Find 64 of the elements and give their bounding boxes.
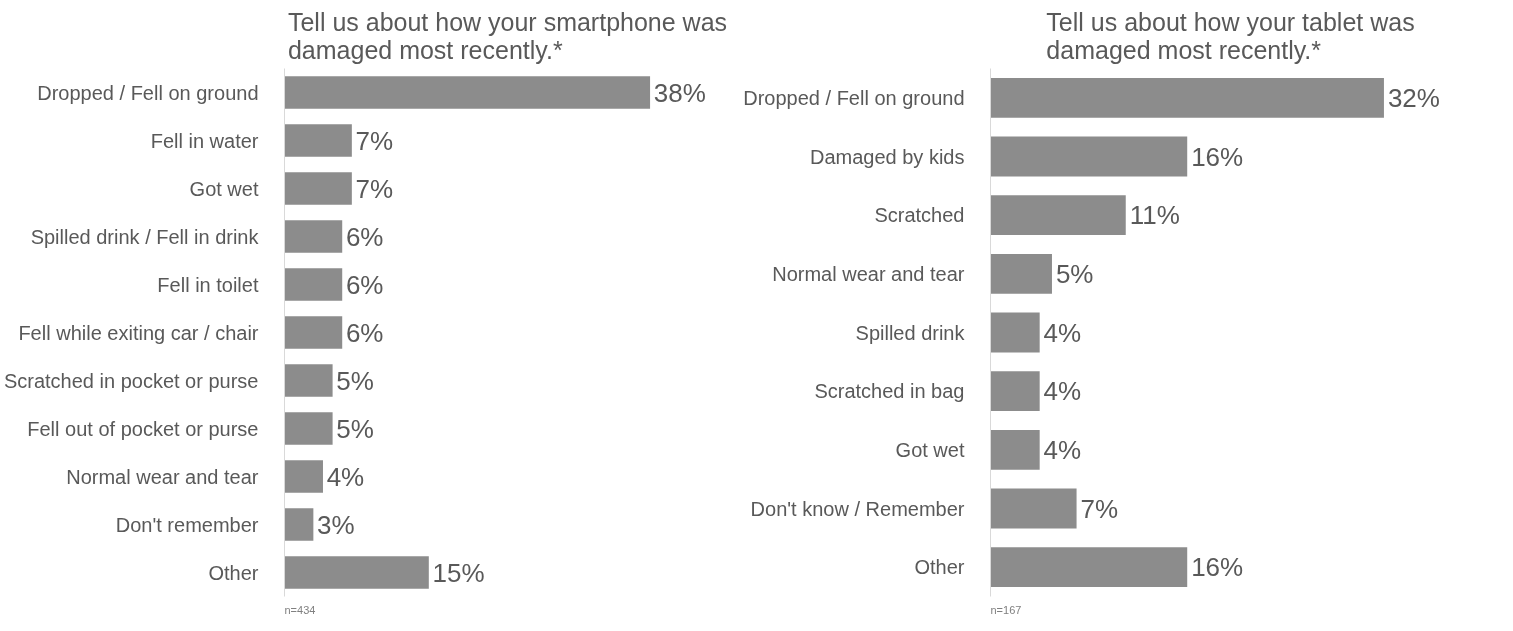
bar xyxy=(284,172,352,205)
y-tick-label: Other xyxy=(914,556,965,579)
chart-title: Tell us about how your tablet was damaged most recently.* xyxy=(1046,7,1415,64)
data-label: 5% xyxy=(336,413,374,444)
data-label: 4% xyxy=(1043,376,1082,407)
data-label: 16% xyxy=(1191,552,1244,583)
data-label: 3% xyxy=(317,509,355,540)
y-tick-label: Spilled drink / Fell in drink xyxy=(30,225,260,248)
text: n=434 xyxy=(284,603,316,616)
data-label: 11% xyxy=(1129,200,1180,231)
bar xyxy=(284,124,352,157)
data-label: 4% xyxy=(326,461,365,492)
y-tick-label: Other xyxy=(208,561,259,584)
bar xyxy=(990,547,1188,588)
y-tick-label: Scratched xyxy=(874,204,965,227)
y-tick-label: Fell while exiting car / chair xyxy=(18,321,259,344)
data-label: 15% xyxy=(432,557,485,588)
y-tick-label: Scratched in pocket or purse xyxy=(3,369,259,392)
bar xyxy=(990,371,1040,412)
y-tick-label: Normal wear and tear xyxy=(772,262,965,285)
bar xyxy=(990,312,1040,353)
bar xyxy=(990,136,1188,177)
y-tick-label: Got wet xyxy=(895,438,965,461)
data-label: 38% xyxy=(653,77,706,108)
bar xyxy=(284,316,343,349)
data-label: 6% xyxy=(345,269,384,300)
data-label: 16% xyxy=(1191,141,1244,172)
bar xyxy=(990,488,1077,529)
bar xyxy=(284,364,333,397)
chart-title: Tell us about how your smartphone was damaged most recently.* xyxy=(287,7,728,64)
data-label: 4% xyxy=(1043,317,1082,348)
data-label: 6% xyxy=(345,221,384,252)
y-tick-label: Fell in water xyxy=(150,129,259,152)
data-label: 7% xyxy=(355,173,394,204)
data-label: 5% xyxy=(1055,258,1094,289)
bar xyxy=(990,429,1040,470)
bar xyxy=(990,253,1052,294)
y-tick-label: Normal wear and tear xyxy=(66,465,259,488)
bar xyxy=(284,556,429,589)
bar xyxy=(284,460,323,493)
data-label: 4% xyxy=(1043,434,1082,465)
data-label: 7% xyxy=(1080,493,1119,524)
y-tick-label: Got wet xyxy=(189,177,259,200)
bar xyxy=(284,220,343,253)
data-label: 7% xyxy=(355,125,394,156)
data-label: 5% xyxy=(336,365,374,396)
bar xyxy=(990,195,1126,236)
data-label: 6% xyxy=(345,317,384,348)
bar xyxy=(284,76,651,109)
y-tick-label: Fell out of pocket or purse xyxy=(27,417,259,440)
y-tick-label: Don't remember xyxy=(115,513,259,536)
bar xyxy=(990,77,1384,118)
data-label: 32% xyxy=(1387,82,1440,113)
y-tick-label: Damaged by kids xyxy=(809,145,965,168)
bar xyxy=(284,508,314,541)
y-tick-label: Spilled drink xyxy=(855,321,966,344)
y-tick-label: Dropped / Fell on ground xyxy=(37,81,259,104)
y-tick-label: Dropped / Fell on ground xyxy=(743,86,965,109)
y-tick-label: Scratched in bag xyxy=(814,380,965,403)
bar xyxy=(284,412,333,445)
text: n=167 xyxy=(990,603,1022,616)
bar xyxy=(284,268,343,301)
y-tick-label: Fell in toilet xyxy=(157,273,259,296)
y-tick-label: Don't know / Remember xyxy=(750,497,965,520)
